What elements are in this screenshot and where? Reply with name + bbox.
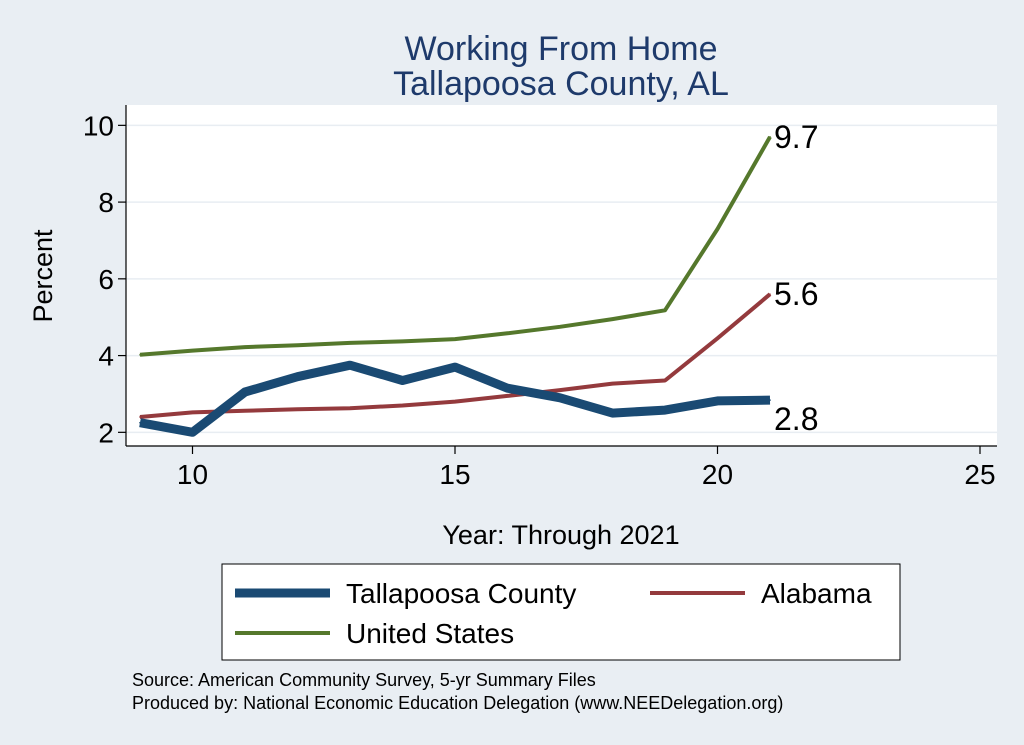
data-point [716,337,719,340]
data-point [401,379,404,382]
x-axis-title: Year: Through 2021 [442,520,679,550]
data-point [349,407,351,409]
end-labels: 2.8 5.6 9.7 [774,119,818,437]
source-note: Source: American Community Survey, 5-yr … [132,670,596,690]
x-tick-label: 25 [964,459,995,490]
grid-lines [126,124,997,434]
data-point [454,400,456,403]
legend-box [221,563,901,661]
y-tick-label: 6 [98,264,114,295]
axes: 2 4 6 8 10 10 15 20 25 [83,105,997,490]
data-point [559,389,561,391]
data-point [139,416,141,418]
data-point [769,136,771,138]
end-label-0: 2.8 [774,401,818,437]
end-label-2: 9.7 [774,119,818,155]
y-axis-title: Percent [28,229,58,323]
data-point [454,366,456,368]
end-label-1: 5.6 [774,276,818,312]
data-point [559,326,561,328]
producer-note: Produced by: National Economic Education… [132,693,783,713]
y-tick-label: 8 [98,187,114,218]
data-point [611,412,614,414]
data-point [244,391,246,393]
data-point [296,375,299,378]
chart-subtitle: Tallapoosa County, AL [393,65,729,103]
legend: Tallapoosa County Alabama United States [221,563,901,661]
data-point [139,354,141,356]
y-tick-label: 4 [98,341,114,372]
legend-label-2: United States [346,618,514,649]
data-point [454,338,456,340]
legend-label-1: Alabama [761,578,872,609]
data-point [664,309,666,312]
legend-label-0: Tallapoosa County [346,578,576,609]
data-point [769,399,771,401]
data-point [401,340,404,343]
data-point [244,410,246,412]
data-point [296,408,299,411]
data-point [506,387,509,389]
data-point [506,395,509,397]
y-tick-label: 10 [83,110,114,141]
x-tick-label: 15 [439,459,470,490]
data-point [611,318,614,320]
data-point [716,228,719,230]
data-point [191,411,194,414]
data-point [664,379,666,382]
chart-title: Working From Home [405,30,718,68]
data-point [139,421,141,424]
x-tick-label: 10 [177,459,208,490]
data-point [401,404,404,407]
data-point [191,431,194,434]
data-point [191,349,194,352]
data-point [349,364,351,366]
data-point [664,409,666,411]
data-point [611,382,614,385]
x-tick-label: 20 [702,459,733,490]
data-point [716,400,719,402]
data-point [296,344,299,347]
data-point [349,342,351,344]
series-lines [139,135,772,437]
data-point [769,293,771,295]
data-point [244,346,246,348]
data-point [506,332,509,335]
data-point [559,396,561,399]
y-tick-label: 2 [98,417,114,448]
